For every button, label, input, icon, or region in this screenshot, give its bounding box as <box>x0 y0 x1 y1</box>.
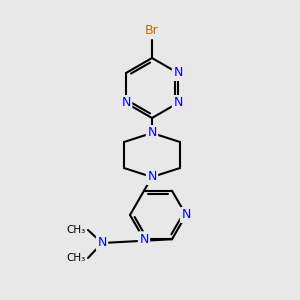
Text: N: N <box>97 236 107 250</box>
Text: N: N <box>139 233 149 246</box>
Text: N: N <box>173 67 183 80</box>
Text: N: N <box>147 170 157 184</box>
Text: N: N <box>121 97 131 110</box>
Text: Br: Br <box>145 25 159 38</box>
Text: CH₃: CH₃ <box>67 225 86 235</box>
Text: N: N <box>173 97 183 110</box>
Text: CH₃: CH₃ <box>67 253 86 263</box>
Text: N: N <box>181 208 191 221</box>
Text: N: N <box>147 127 157 140</box>
Text: N: N <box>121 97 131 110</box>
